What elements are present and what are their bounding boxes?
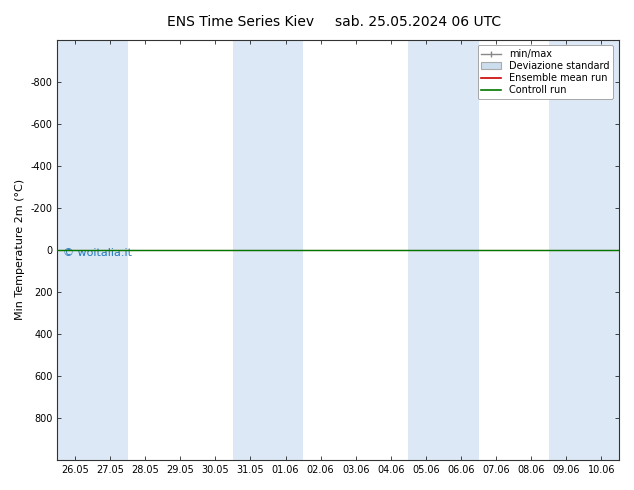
Bar (93, 40, 127, 460)
Bar (268, 40, 303, 460)
Text: © woitalia.it: © woitalia.it (63, 248, 132, 258)
Legend: min/max, Deviazione standard, Ensemble mean run, Controll run: min/max, Deviazione standard, Ensemble m… (477, 45, 613, 99)
Bar (58, 40, 93, 460)
Text: ENS Time Series Kiev: ENS Time Series Kiev (167, 15, 314, 29)
Y-axis label: Min Temperature 2m (°C): Min Temperature 2m (°C) (15, 179, 25, 320)
Bar (444, 40, 479, 460)
Bar (584, 40, 619, 460)
Text: sab. 25.05.2024 06 UTC: sab. 25.05.2024 06 UTC (335, 15, 501, 29)
Bar (408, 40, 444, 460)
Bar (233, 40, 268, 460)
Bar (549, 40, 584, 460)
